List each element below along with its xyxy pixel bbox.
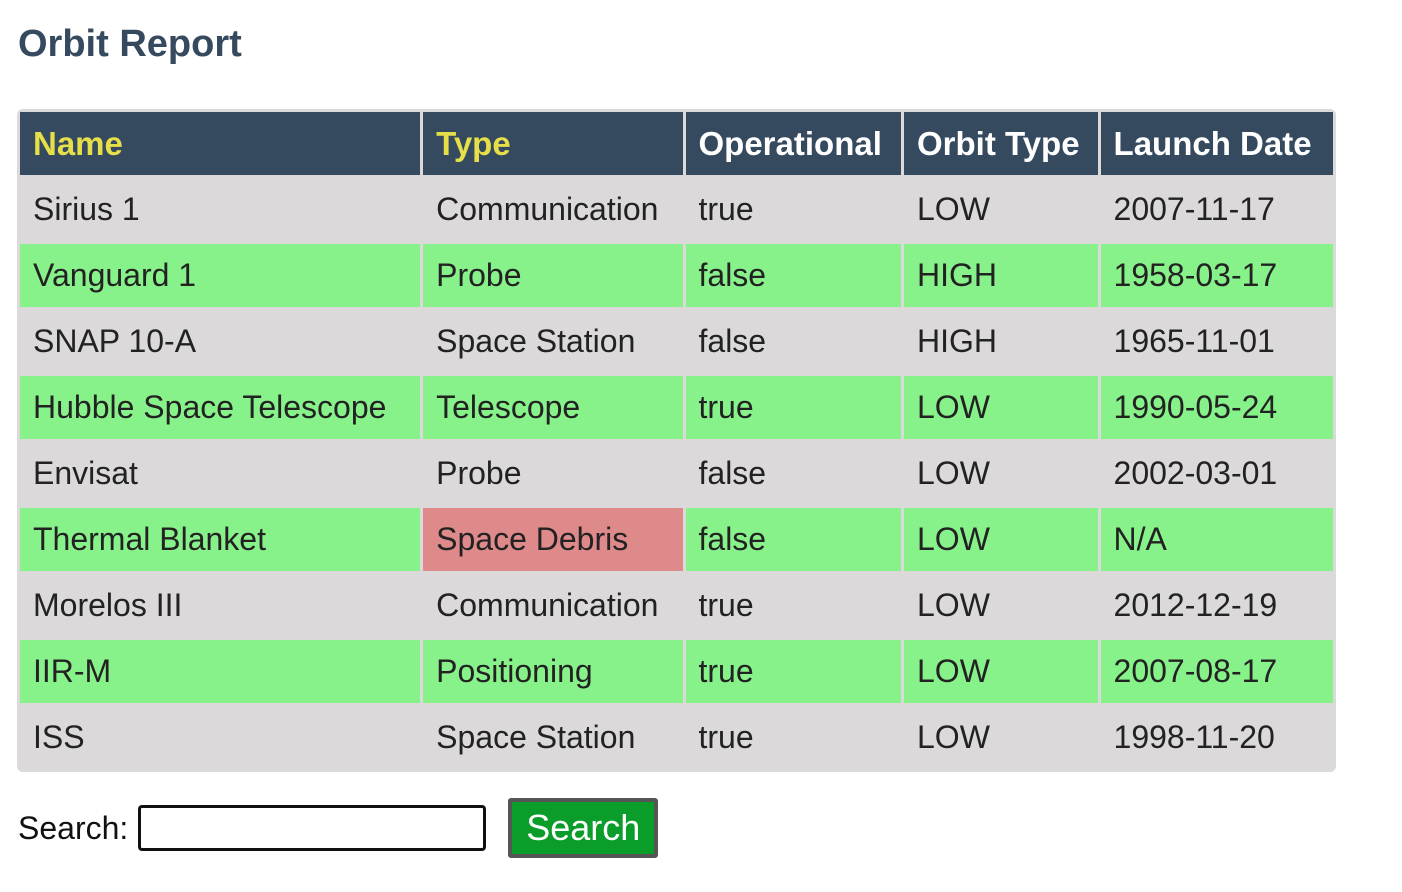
cell-name: Morelos III	[33, 587, 183, 623]
cell-operational: false	[698, 455, 767, 491]
search-label: Search:	[18, 809, 129, 846]
search-button[interactable]: Search	[508, 798, 659, 858]
cell-orbit-type: LOW	[917, 587, 990, 623]
cell-operational: true	[698, 719, 754, 755]
header-launch-date: Launch Date	[1100, 112, 1333, 175]
table-row: Sirius 1 Communication true LOW 2007-11-…	[20, 178, 1333, 241]
cell-launch-date: 1965-11-01	[1113, 323, 1275, 359]
cell-name: IIR-M	[20, 640, 421, 703]
cell-orbit-type: LOW	[917, 455, 990, 491]
cell-type-debris: Space Debris	[423, 508, 683, 571]
table-row: Morelos III Communication true LOW 2012-…	[20, 574, 1333, 637]
cell-type: Space Station	[436, 719, 636, 755]
orbit-table: Name Type Operational Orbit Type Launch …	[17, 109, 1336, 772]
cell-type: Communication	[436, 587, 659, 623]
cell-operational: true	[698, 587, 754, 623]
cell-type: Communication	[436, 191, 659, 227]
cell-operational: false	[698, 323, 767, 359]
cell-type: Probe	[436, 455, 522, 491]
table-row: Envisat Probe false LOW 2002-03-01	[20, 442, 1333, 505]
cell-orbit-type: LOW	[904, 508, 1098, 571]
cell-name: Thermal Blanket	[20, 508, 421, 571]
cell-orbit-type: LOW	[917, 719, 990, 755]
table-row: SNAP 10-A Space Station false HIGH 1965-…	[20, 310, 1333, 373]
cell-orbit-type: LOW	[917, 191, 990, 227]
cell-type: Telescope	[423, 376, 683, 439]
cell-orbit-type: LOW	[904, 640, 1098, 703]
cell-operational: true	[685, 640, 901, 703]
cell-type: Positioning	[423, 640, 683, 703]
table-row: ISS Space Station true LOW 1998-11-20	[20, 706, 1333, 769]
cell-type: Probe	[423, 244, 683, 307]
cell-launch-date: 2007-11-17	[1113, 191, 1275, 227]
cell-orbit-type: HIGH	[917, 323, 997, 359]
cell-orbit-type: HIGH	[904, 244, 1098, 307]
cell-name: ISS	[33, 719, 85, 755]
page-title: Orbit Report	[18, 23, 242, 65]
cell-launch-date: 2002-03-01	[1113, 455, 1278, 491]
cell-orbit-type: LOW	[904, 376, 1098, 439]
search-bar: Search: Search	[18, 797, 659, 859]
cell-launch-date: 1990-05-24	[1100, 376, 1333, 439]
cell-operational: true	[685, 376, 901, 439]
header-type[interactable]: Type	[423, 112, 683, 175]
cell-name: Sirius 1	[33, 191, 140, 227]
cell-launch-date: N/A	[1100, 508, 1333, 571]
cell-launch-date: 2007-08-17	[1100, 640, 1333, 703]
table-row: IIR-M Positioning true LOW 2007-08-17	[20, 640, 1333, 703]
orbit-table-container: Name Type Operational Orbit Type Launch …	[17, 109, 1336, 772]
cell-operational: false	[685, 244, 901, 307]
cell-launch-date: 1998-11-20	[1113, 719, 1275, 755]
cell-type: Space Station	[436, 323, 636, 359]
table-row: Thermal Blanket Space Debris false LOW N…	[20, 508, 1333, 571]
cell-launch-date: 1958-03-17	[1100, 244, 1333, 307]
table-header-row: Name Type Operational Orbit Type Launch …	[20, 112, 1333, 175]
table-row: Vanguard 1 Probe false HIGH 1958-03-17	[20, 244, 1333, 307]
cell-name: Hubble Space Telescope	[20, 376, 421, 439]
cell-operational: true	[698, 191, 754, 227]
header-name[interactable]: Name	[20, 112, 421, 175]
header-orbit-type: Orbit Type	[904, 112, 1098, 175]
cell-launch-date: 2012-12-19	[1113, 587, 1278, 623]
table-row: Hubble Space Telescope Telescope true LO…	[20, 376, 1333, 439]
cell-name: Vanguard 1	[20, 244, 421, 307]
search-input[interactable]	[138, 805, 487, 851]
cell-name: SNAP 10-A	[33, 323, 197, 359]
cell-operational: false	[685, 508, 901, 571]
cell-name: Envisat	[33, 455, 138, 491]
header-operational: Operational	[685, 112, 901, 175]
